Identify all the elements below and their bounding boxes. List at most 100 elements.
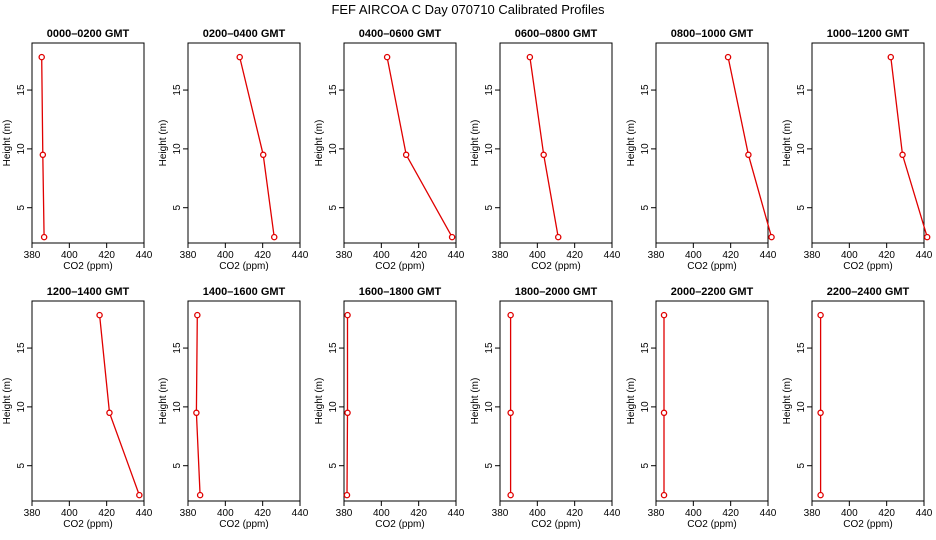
panel-title: 1000–1200 GMT (827, 28, 910, 40)
y-tick-label: 15 (328, 84, 339, 96)
x-tick-label: 380 (648, 508, 665, 519)
y-axis-label: Height (m) (782, 120, 793, 167)
x-tick-label: 420 (410, 508, 427, 519)
x-tick-label: 440 (292, 508, 309, 519)
x-axis-label: CO2 (ppm) (219, 519, 268, 530)
y-axis-label: Height (m) (626, 378, 637, 425)
data-point (507, 409, 514, 417)
plot-frame (31, 300, 145, 502)
y-tick-label: 10 (328, 143, 339, 155)
x-tick-label: 440 (448, 508, 465, 519)
x-tick-label: 440 (916, 250, 933, 261)
x-tick-label: 420 (878, 508, 895, 519)
data-point (660, 409, 668, 417)
y-axis-label: Height (m) (314, 120, 325, 167)
panel-3: 0400–0600 GMT 380 400 420 440 5 10 15 CO2 (ppm) H… (314, 28, 465, 272)
x-tick-label: 380 (492, 250, 509, 261)
data-point (554, 233, 562, 241)
data-point (402, 151, 410, 159)
x-tick-label: 420 (878, 250, 895, 261)
plot-frame (187, 300, 301, 502)
y-tick-label: 5 (172, 462, 183, 468)
x-tick-label: 420 (98, 508, 115, 519)
x-axis-label: CO2 (ppm) (687, 261, 736, 272)
series-line (890, 57, 928, 238)
y-tick-label: 15 (796, 342, 807, 354)
panels: 0000–0200 GMT 380 400 420 440 5 10 15 CO2 (ppm) H… (2, 28, 933, 530)
y-tick-label: 15 (16, 342, 27, 354)
data-point (96, 311, 103, 319)
panel-11: 2000–2200 GMT 380 400 420 440 5 10 15 CO2 (ppm) H… (626, 286, 777, 530)
y-tick-label: 15 (640, 84, 651, 96)
data-point (196, 491, 204, 499)
data-point (817, 409, 824, 417)
plot-frame (811, 42, 925, 244)
x-tick-label: 440 (760, 250, 777, 261)
y-tick-label: 15 (172, 342, 183, 354)
x-tick-label: 440 (604, 508, 621, 519)
y-tick-label: 10 (172, 401, 183, 413)
panel-title: 2200–2400 GMT (827, 286, 910, 298)
x-tick-label: 440 (292, 250, 309, 261)
x-tick-label: 400 (841, 250, 858, 261)
x-tick-label: 400 (217, 250, 234, 261)
x-tick-label: 420 (254, 508, 271, 519)
data-point (887, 53, 895, 61)
x-axis-label: CO2 (ppm) (531, 519, 580, 530)
y-axis-label: Height (m) (158, 378, 169, 425)
panel-title: 1600–1800 GMT (359, 286, 442, 298)
x-axis-label: CO2 (ppm) (687, 519, 736, 530)
y-tick-label: 5 (640, 462, 651, 468)
y-tick-label: 5 (172, 204, 183, 210)
panel-title: 0000–0200 GMT (47, 28, 130, 40)
data-point (448, 233, 456, 241)
x-tick-label: 380 (648, 250, 665, 261)
x-tick-label: 420 (722, 250, 739, 261)
x-tick-label: 440 (760, 508, 777, 519)
x-tick-label: 400 (529, 508, 546, 519)
y-tick-label: 15 (484, 342, 495, 354)
x-tick-label: 440 (604, 250, 621, 261)
x-tick-label: 400 (841, 508, 858, 519)
y-axis-label: Height (m) (158, 120, 169, 167)
y-axis-label: Height (m) (626, 120, 637, 167)
x-tick-label: 380 (336, 508, 353, 519)
data-point (193, 409, 200, 417)
y-tick-label: 15 (640, 342, 651, 354)
x-tick-label: 440 (916, 508, 933, 519)
data-point (660, 311, 668, 319)
x-tick-label: 400 (61, 250, 78, 261)
x-tick-label: 420 (410, 250, 427, 261)
y-axis-label: Height (m) (314, 378, 325, 425)
y-tick-label: 10 (484, 401, 495, 413)
panel-title: 2000–2200 GMT (671, 286, 754, 298)
panel-10: 1800–2000 GMT 380 400 420 440 5 10 15 CO2 (ppm) H… (470, 286, 621, 530)
panel-7: 1200–1400 GMT 380 400 420 440 5 10 15 CO2 (ppm) H… (2, 286, 153, 530)
panel-title: 1400–1600 GMT (203, 286, 286, 298)
plot-frame (811, 300, 925, 502)
series-line (386, 56, 453, 238)
y-axis-label: Height (m) (2, 378, 13, 425)
y-tick-label: 5 (484, 204, 495, 210)
data-point (383, 53, 391, 61)
x-tick-label: 400 (217, 508, 234, 519)
plot-frame (343, 42, 457, 244)
y-tick-label: 10 (484, 143, 495, 155)
y-tick-label: 5 (796, 462, 807, 468)
y-axis-label: Height (m) (2, 120, 13, 167)
data-point (344, 311, 351, 319)
panel-title: 1200–1400 GMT (47, 286, 130, 298)
panel-title: 0200–0400 GMT (203, 28, 286, 40)
x-tick-label: 420 (566, 250, 583, 261)
x-tick-label: 420 (722, 508, 739, 519)
y-tick-label: 10 (328, 401, 339, 413)
y-tick-label: 10 (796, 401, 807, 413)
data-point (817, 311, 824, 319)
x-tick-label: 420 (254, 250, 271, 261)
data-point (899, 151, 906, 159)
series-line (41, 57, 45, 238)
plot-frame (655, 300, 769, 502)
x-tick-label: 380 (804, 250, 821, 261)
data-point (39, 151, 47, 159)
panel-6: 1000–1200 GMT 380 400 420 440 5 10 15 CO2 (ppm) H… (782, 28, 933, 272)
